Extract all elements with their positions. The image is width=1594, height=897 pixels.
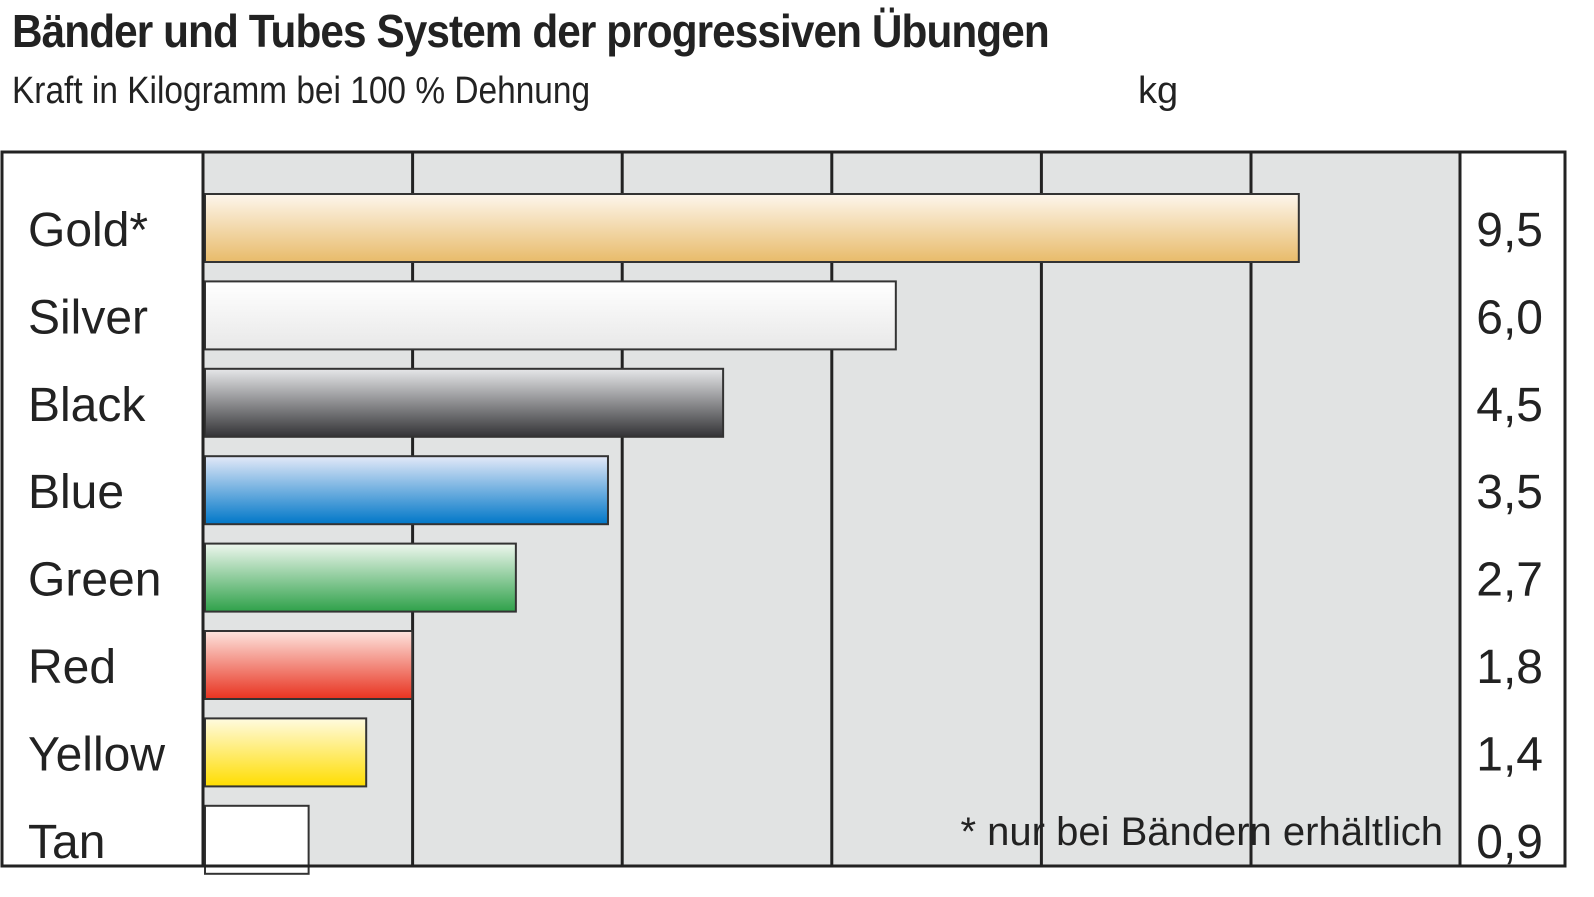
category-label: Silver <box>28 291 148 344</box>
frame <box>0 150 1567 868</box>
value-label: 6,0 <box>1476 291 1543 344</box>
bar-green <box>204 542 517 613</box>
bar-tan <box>204 804 310 875</box>
value-label: 9,5 <box>1476 204 1543 257</box>
bar-yellow <box>204 717 368 788</box>
value-label: 3,5 <box>1476 466 1543 519</box>
category-label: Yellow <box>28 728 165 781</box>
bar-black <box>204 367 725 438</box>
category-label: Blue <box>28 466 124 519</box>
category-label: Green <box>28 554 161 607</box>
chart-subtitle: Kraft in Kilogramm bei 100 % Dehnung <box>12 70 591 112</box>
category-label: Black <box>28 379 146 432</box>
value-label: 2,7 <box>1476 554 1543 607</box>
value-label: 1,4 <box>1476 728 1543 781</box>
category-label: Red <box>28 641 116 694</box>
bar-red <box>204 630 414 700</box>
bar-blue <box>204 455 609 526</box>
bar-gold <box>204 193 1300 263</box>
bar-silver <box>204 280 897 351</box>
value-label: 1,8 <box>1476 641 1543 694</box>
footnote: * nur bei Bändern erhältlich <box>960 810 1443 854</box>
value-label: 4,5 <box>1476 379 1543 432</box>
category-label: Gold* <box>28 204 148 257</box>
value-label: 0,9 <box>1476 816 1543 869</box>
chart-title: Bänder und Tubes System der progressiven… <box>12 5 1050 57</box>
unit-label: kg <box>1138 70 1179 112</box>
category-label: Tan <box>28 816 105 869</box>
